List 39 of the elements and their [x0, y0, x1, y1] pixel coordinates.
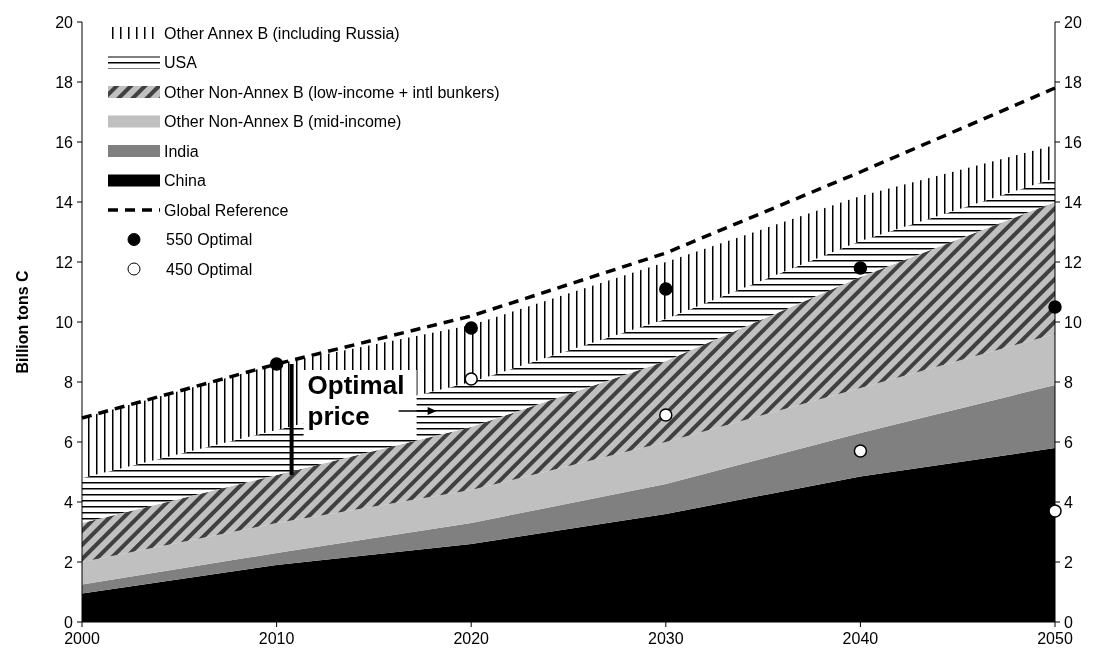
- y2-tick-label: 20: [1064, 13, 1082, 31]
- legend-label: Other Non-Annex B (low-income + intl bunkers): [164, 83, 500, 101]
- y-tick-label: 18: [55, 73, 74, 91]
- y2-tick-label: 2: [1064, 553, 1073, 571]
- annotation: Optimal price: [307, 370, 405, 431]
- y2-tick-label: 12: [1064, 253, 1082, 271]
- y-axis-title: Billion tons C: [14, 270, 31, 374]
- x-tick-label: 2000: [64, 630, 100, 647]
- y-tick-label: 20: [55, 13, 74, 31]
- legend-label: USA: [164, 54, 198, 72]
- y-tick-label: 12: [55, 253, 74, 271]
- y2-tick-label: 4: [1064, 493, 1073, 511]
- y-tick-label: 2: [64, 553, 74, 571]
- y2-tick-label: 0: [1064, 613, 1073, 631]
- y-tick-label: 14: [55, 193, 74, 211]
- legend-label: Other Annex B (including Russia): [164, 24, 400, 42]
- y2-tick-label: 6: [1064, 433, 1073, 451]
- y-tick-label: 8: [64, 373, 74, 391]
- y2-tick-label: 16: [1064, 133, 1082, 151]
- x-tick-label: 2050: [1037, 630, 1073, 647]
- legend-label: China: [164, 172, 206, 190]
- y-tick-label: 10: [55, 313, 74, 331]
- legend-label: 550 Optimal: [166, 231, 253, 249]
- y2-tick-label: 8: [1064, 373, 1073, 391]
- y-tick-label: 0: [64, 613, 74, 631]
- y2-tick-label: 18: [1064, 73, 1082, 91]
- y-tick-label: 4: [64, 493, 74, 511]
- x-tick-label: 2040: [842, 630, 879, 647]
- x-tick-label: 2020: [453, 630, 490, 647]
- legend-label: Other Non-Annex B (mid-income): [164, 113, 402, 131]
- legend-label: 450 Optimal: [166, 260, 253, 278]
- x-tick-label: 2010: [258, 630, 295, 647]
- y-tick-label: 6: [64, 433, 74, 451]
- y2-tick-label: 10: [1064, 313, 1082, 331]
- x-tick-label: 2030: [648, 630, 684, 647]
- legend-label: India: [164, 142, 199, 160]
- y-tick-label: 16: [55, 133, 74, 151]
- y2-tick-label: 14: [1064, 193, 1082, 211]
- legend-label: Global Reference: [164, 201, 289, 219]
